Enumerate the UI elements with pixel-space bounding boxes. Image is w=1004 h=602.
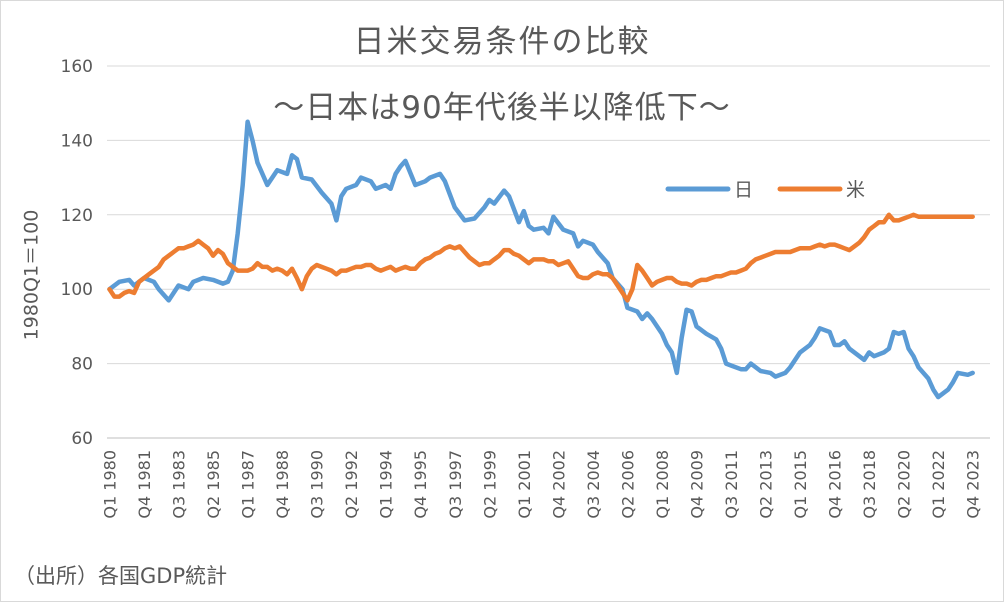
legend-label: 米	[846, 179, 865, 201]
x-tick-label: Q3 1983	[170, 450, 189, 519]
x-tick-label: Q2 1992	[342, 450, 361, 519]
x-tick-label: Q1 2001	[515, 450, 534, 519]
y-tick-label: 80	[71, 355, 93, 375]
gridlines	[107, 65, 990, 439]
x-tick-label: Q4 1988	[273, 450, 292, 519]
x-tick-label: Q3 1990	[308, 450, 327, 519]
x-tick-label: Q2 2013	[757, 450, 776, 519]
x-tick-label: Q4 2023	[964, 450, 983, 519]
y-tick-label: 120	[61, 206, 93, 226]
x-tick-label: Q4 2009	[687, 450, 706, 519]
chart-title: 日米交易条件の比較	[353, 24, 651, 60]
x-tick-label: Q3 2011	[722, 450, 741, 519]
legend: 日米	[665, 179, 865, 201]
x-tick-label: Q1 1994	[377, 450, 396, 519]
y-axis-ticks: 60 80 100 120 140 160	[61, 57, 93, 449]
series-line-0	[107, 119, 975, 400]
series-line-1	[107, 212, 975, 303]
x-tick-label: Q4 1981	[135, 450, 154, 519]
x-tick-label: Q1 1987	[239, 450, 258, 519]
x-tick-label: Q1 2022	[929, 450, 948, 519]
x-axis-ticks: Q1 1980 Q4 1981 Q3 1983 Q2 1985 Q1 1987 Q4 19…	[100, 450, 982, 519]
x-tick-label: Q3 2018	[860, 450, 879, 519]
x-tick-label: Q3 2004	[584, 450, 603, 519]
y-tick-label: 160	[61, 57, 93, 77]
chart-subtitle: ～日本は90年代後半以降低下～	[273, 90, 731, 126]
y-tick-label: 140	[61, 131, 93, 151]
x-tick-label: Q2 2020	[895, 450, 914, 519]
x-tick-label: Q1 1980	[100, 450, 119, 519]
x-tick-label: Q2 1985	[204, 450, 223, 519]
x-tick-label: Q4 2016	[826, 450, 845, 519]
x-tick-label: Q4 2002	[549, 450, 568, 519]
y-tick-label: 100	[61, 280, 93, 300]
x-tick-label: Q2 2006	[618, 450, 637, 519]
x-tick-label: Q3 1997	[446, 450, 465, 519]
x-tick-label: Q1 2015	[791, 450, 810, 519]
x-tick-label: Q4 1995	[411, 450, 430, 519]
series-lines	[107, 119, 975, 400]
source-note: （出所）各国GDP統計	[14, 564, 228, 588]
x-tick-label: Q2 1999	[480, 450, 499, 519]
x-tick-label: Q1 2008	[653, 450, 672, 519]
y-tick-label: 60	[71, 429, 93, 449]
legend-label: 日	[734, 179, 753, 201]
